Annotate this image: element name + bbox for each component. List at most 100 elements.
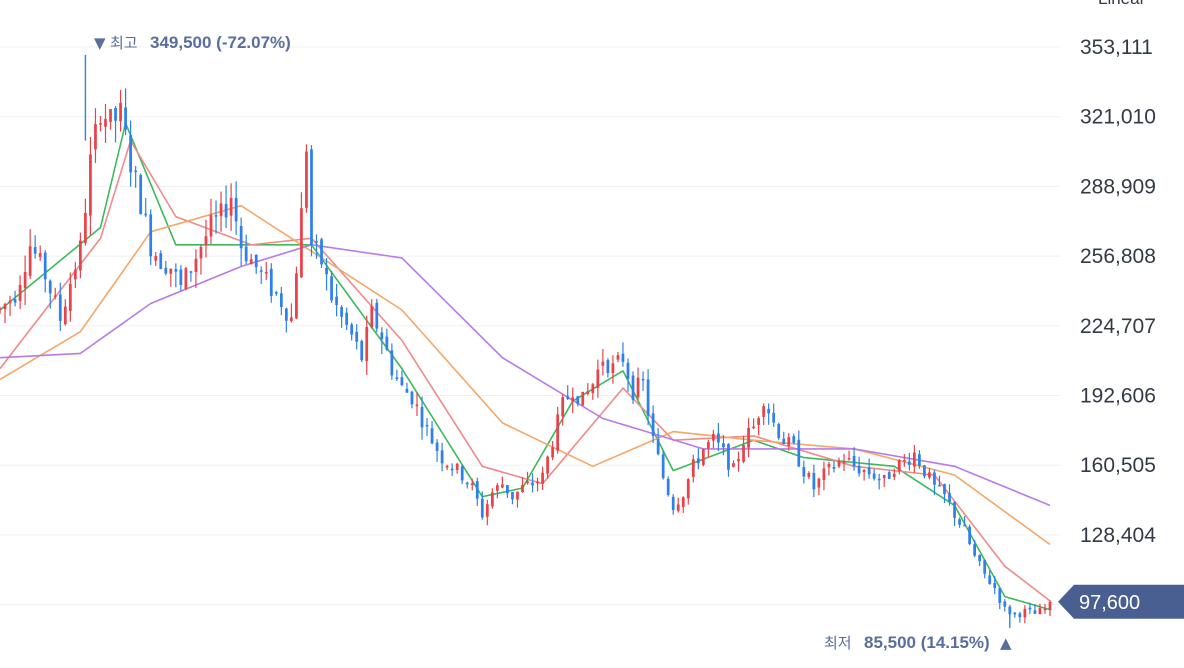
candle-body [460, 466, 464, 481]
last-price-text: 97,600 [1079, 592, 1140, 614]
candle-body [717, 433, 720, 443]
candle-body [611, 363, 615, 373]
candle-body [978, 555, 982, 562]
candle-body [601, 361, 605, 366]
candle-body [8, 300, 12, 304]
high-price-annotation: ▼ 최고 349,500 (-72.07%) [94, 33, 291, 52]
candle-body [99, 123, 102, 125]
scale-mode-label[interactable]: Linear [1098, 0, 1146, 8]
candle-body [475, 481, 479, 499]
candle-body [43, 252, 47, 280]
candle-body [73, 269, 77, 280]
candle-body [792, 436, 796, 443]
candle-body [892, 473, 896, 478]
candle-body [48, 280, 52, 294]
candle-body [541, 472, 544, 484]
candle-body [415, 404, 419, 407]
low-price-annotation: 최저 85,500 (14.15%) ▲ [824, 633, 1012, 652]
candle-body [400, 377, 404, 386]
candle-body [310, 149, 313, 246]
candle-body [827, 464, 831, 468]
y-tick-label: 128,404 [1080, 524, 1156, 547]
candle-body [1023, 608, 1027, 618]
candle-body [209, 215, 213, 237]
candle-body [822, 468, 826, 480]
candle-body [189, 271, 193, 273]
candle-body [350, 324, 354, 335]
candle-body [737, 459, 740, 462]
candle-body [435, 442, 439, 452]
candle-body [305, 151, 308, 208]
candle-body [938, 484, 941, 487]
candle-body [531, 482, 534, 486]
candle-body [742, 445, 745, 462]
candle-body [63, 306, 67, 325]
candle-body [757, 418, 760, 425]
candle-body [847, 458, 851, 460]
candle-body [676, 504, 680, 511]
candle-body [882, 475, 886, 479]
candle-body [390, 350, 394, 376]
candle-body [385, 336, 389, 350]
candle-body [375, 302, 379, 329]
candle-body [23, 271, 27, 289]
candle-body [1048, 601, 1052, 611]
grid-lines [0, 46, 1060, 606]
candle-body [807, 472, 811, 478]
candle-body [58, 294, 62, 321]
candle-body [465, 482, 469, 485]
candle-body [576, 396, 580, 404]
candle-body [169, 268, 173, 274]
candle-body [651, 413, 655, 437]
candle-body [254, 254, 258, 268]
candle-body [943, 484, 946, 495]
candle-body [641, 378, 645, 381]
candle-body [330, 276, 333, 301]
candle-body [681, 497, 685, 507]
candle-body [214, 215, 218, 217]
candle-body [425, 424, 429, 427]
candle-body [812, 472, 816, 490]
candle-body [988, 575, 992, 584]
candle-body [239, 225, 243, 249]
candle-body [787, 437, 791, 446]
moving-average-lines [0, 122, 1051, 611]
candle-body [963, 524, 966, 527]
candle-body [94, 124, 97, 150]
candle-body [973, 544, 977, 556]
last-price-badge[interactable]: 97,600 [1058, 584, 1184, 619]
y-tick-label: 192,606 [1080, 385, 1156, 408]
candle-body [485, 504, 489, 517]
candle-body [279, 293, 283, 308]
candle-body [430, 428, 434, 444]
low-value: 85,500 (14.15%) [864, 633, 990, 652]
low-marker-icon: ▲ [1000, 634, 1012, 652]
candle-body [194, 258, 198, 272]
candle-body [33, 247, 37, 254]
candle-body [867, 467, 871, 475]
candle-body [335, 296, 338, 306]
candle-body [777, 424, 781, 439]
candle-body [928, 472, 931, 478]
candle-body [948, 493, 951, 503]
candle-body [1028, 607, 1032, 610]
candle-body [300, 208, 303, 278]
candle-body [732, 463, 735, 467]
candle-body [566, 396, 570, 399]
candle-body [355, 331, 359, 342]
candle-body [666, 478, 670, 495]
candle-body [89, 154, 92, 216]
candle-body [204, 236, 208, 246]
candle-body [445, 465, 449, 468]
candle-body [722, 443, 725, 448]
candle-body [701, 449, 705, 465]
candle-body [817, 478, 821, 488]
candle-body [219, 203, 223, 217]
candle-body [616, 355, 620, 360]
candle-body [933, 472, 936, 485]
candle-body [129, 135, 132, 173]
candle-body [405, 388, 409, 393]
candle-body [490, 492, 494, 507]
